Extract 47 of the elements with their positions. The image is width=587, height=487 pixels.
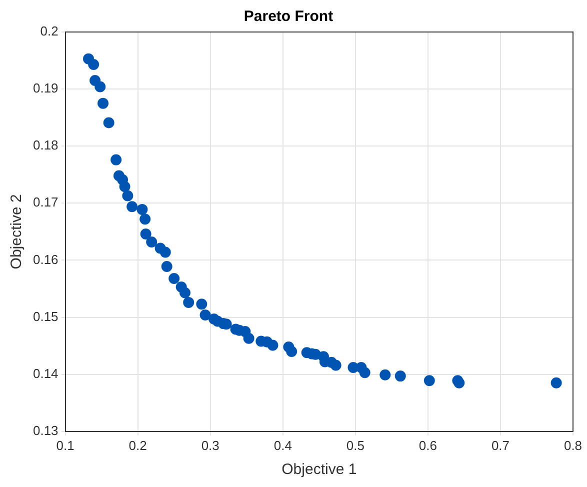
x-tick-label: 0.3 (201, 438, 220, 453)
point (94, 81, 106, 92)
point (243, 332, 254, 344)
y-tick-label: 0.14 (32, 366, 58, 381)
point (119, 181, 130, 192)
point (196, 298, 208, 310)
y-axis-title: Objective 2 (8, 194, 26, 270)
point (380, 369, 391, 380)
point (424, 375, 435, 386)
point (550, 377, 562, 388)
point (140, 228, 152, 240)
point (179, 287, 190, 298)
point (200, 310, 211, 321)
point (161, 261, 172, 272)
x-axis-title: Objective 1 (282, 461, 357, 478)
chart-title: Pareto Front (244, 8, 334, 26)
point (136, 204, 148, 215)
point (110, 154, 122, 166)
x-tick-label: 0.2 (128, 438, 147, 453)
x-tick-label: 0.8 (564, 438, 582, 453)
point (88, 59, 100, 70)
point (103, 117, 114, 128)
y-tick-label: 0.2 (40, 24, 58, 39)
point (122, 190, 134, 202)
point (394, 370, 406, 382)
y-tick-label: 0.15 (32, 308, 58, 324)
point (286, 346, 298, 358)
y-tick-label: 0.18 (32, 138, 58, 153)
x-tick-label: 0.1 (56, 438, 74, 453)
point (168, 272, 180, 284)
y-tick-label: 0.16 (32, 252, 58, 267)
point (126, 201, 138, 212)
point (160, 246, 171, 258)
point (146, 236, 158, 248)
point (140, 214, 151, 225)
y-tick-label: 0.19 (32, 80, 58, 96)
x-tick-label: 0.6 (418, 438, 437, 453)
point (267, 340, 278, 351)
point (183, 296, 194, 308)
x-tick-label: 0.7 (491, 438, 510, 453)
x-tick-label: 0.5 (346, 438, 364, 453)
y-tick-label: 0.13 (32, 422, 58, 438)
point (330, 360, 342, 371)
point (98, 98, 109, 109)
y-tick-label: 0.17 (32, 194, 58, 210)
x-tick-label: 0.4 (274, 438, 292, 453)
point (359, 367, 370, 378)
